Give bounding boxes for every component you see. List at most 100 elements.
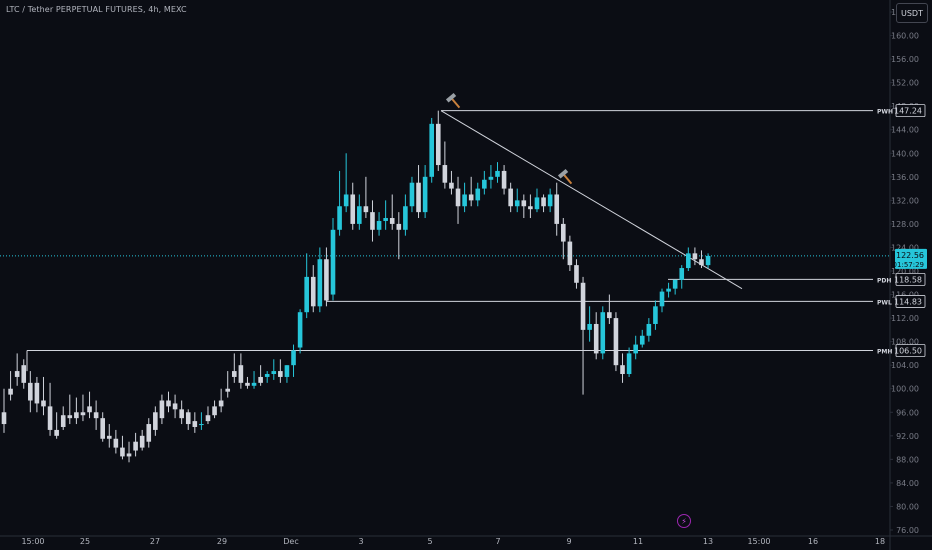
candle[interactable] xyxy=(120,447,125,457)
candle[interactable] xyxy=(561,223,566,242)
candle[interactable] xyxy=(199,424,204,426)
candle[interactable] xyxy=(449,182,454,189)
candle[interactable] xyxy=(225,388,231,392)
candle[interactable] xyxy=(607,312,612,319)
candle[interactable] xyxy=(679,268,685,280)
candle[interactable] xyxy=(8,388,13,395)
candle[interactable] xyxy=(554,194,560,224)
candle[interactable] xyxy=(74,412,79,419)
candle[interactable] xyxy=(600,312,606,354)
candle[interactable] xyxy=(468,194,474,201)
candle[interactable] xyxy=(580,282,586,330)
candle[interactable] xyxy=(659,291,665,307)
candle[interactable] xyxy=(47,406,53,430)
candle[interactable] xyxy=(297,312,303,348)
candle[interactable] xyxy=(686,253,691,269)
candle[interactable] xyxy=(133,441,138,451)
candle[interactable] xyxy=(41,400,46,407)
lightning-icon[interactable]: ⚡ xyxy=(677,514,691,528)
candle[interactable] xyxy=(159,400,165,419)
candle[interactable] xyxy=(232,371,237,377)
candle[interactable] xyxy=(258,376,263,383)
candle[interactable] xyxy=(324,259,329,301)
candle[interactable] xyxy=(705,255,711,266)
candle[interactable] xyxy=(251,382,257,386)
candle[interactable] xyxy=(343,194,349,207)
candle[interactable] xyxy=(350,194,356,224)
candle[interactable] xyxy=(87,406,92,413)
candle[interactable] xyxy=(613,318,619,366)
candle[interactable] xyxy=(100,418,105,439)
candle[interactable] xyxy=(14,371,20,377)
candle[interactable] xyxy=(626,353,632,375)
candle[interactable] xyxy=(462,194,467,207)
candle[interactable] xyxy=(541,197,546,207)
candle[interactable] xyxy=(172,403,178,410)
candle[interactable] xyxy=(455,188,461,207)
candle[interactable] xyxy=(146,424,152,442)
candle[interactable] xyxy=(67,415,73,419)
candle[interactable] xyxy=(93,412,99,419)
candle[interactable] xyxy=(304,276,309,313)
candle[interactable] xyxy=(357,206,362,224)
candle[interactable] xyxy=(34,382,40,404)
candle[interactable] xyxy=(238,365,244,383)
candle[interactable] xyxy=(153,412,158,430)
candle[interactable] xyxy=(416,182,421,213)
candle[interactable] xyxy=(376,220,382,230)
candle[interactable] xyxy=(54,429,59,436)
candle[interactable] xyxy=(593,323,599,354)
candle[interactable] xyxy=(245,382,250,386)
candle[interactable] xyxy=(396,223,402,230)
candle[interactable] xyxy=(106,435,112,439)
candle[interactable] xyxy=(653,306,658,324)
candle[interactable] xyxy=(291,350,296,366)
candle[interactable] xyxy=(547,194,553,207)
candle[interactable] xyxy=(422,176,428,213)
candle[interactable] xyxy=(442,165,448,183)
candle[interactable] xyxy=(205,415,211,422)
candle[interactable] xyxy=(21,365,27,383)
candle[interactable] xyxy=(482,179,487,189)
candle[interactable] xyxy=(692,253,698,260)
candle[interactable] xyxy=(633,344,638,354)
candle[interactable] xyxy=(495,170,500,177)
candle[interactable] xyxy=(212,406,217,416)
candle[interactable] xyxy=(337,206,342,230)
candle[interactable] xyxy=(475,188,481,201)
candle[interactable] xyxy=(389,218,395,224)
candle[interactable] xyxy=(435,123,441,166)
candle[interactable] xyxy=(370,212,375,230)
candle[interactable] xyxy=(278,371,283,377)
candle[interactable] xyxy=(166,400,171,407)
candle[interactable] xyxy=(639,335,645,345)
candle[interactable] xyxy=(179,409,184,419)
candle[interactable] xyxy=(28,382,33,401)
candle[interactable] xyxy=(363,206,369,213)
candle[interactable] xyxy=(218,400,224,407)
candle[interactable] xyxy=(528,206,533,210)
candle[interactable] xyxy=(699,259,704,266)
candle[interactable] xyxy=(488,176,494,180)
candle[interactable] xyxy=(271,371,277,375)
candle[interactable] xyxy=(403,206,408,230)
candle[interactable] xyxy=(429,123,434,177)
candle[interactable] xyxy=(113,438,119,448)
candle[interactable] xyxy=(574,265,579,283)
currency-selector-button[interactable]: USDT xyxy=(896,3,928,23)
candle[interactable] xyxy=(264,374,270,377)
candle[interactable] xyxy=(192,421,198,427)
candle[interactable] xyxy=(284,365,290,377)
candle[interactable] xyxy=(646,323,652,336)
candle[interactable] xyxy=(139,435,145,448)
candle[interactable] xyxy=(310,276,316,307)
candle[interactable] xyxy=(383,218,388,221)
candle[interactable] xyxy=(185,412,191,425)
trendline[interactable] xyxy=(440,110,743,290)
candle[interactable] xyxy=(317,259,323,307)
candle[interactable] xyxy=(330,229,336,295)
candle[interactable] xyxy=(534,197,540,210)
candle[interactable] xyxy=(501,170,507,189)
candle[interactable] xyxy=(60,415,66,427)
